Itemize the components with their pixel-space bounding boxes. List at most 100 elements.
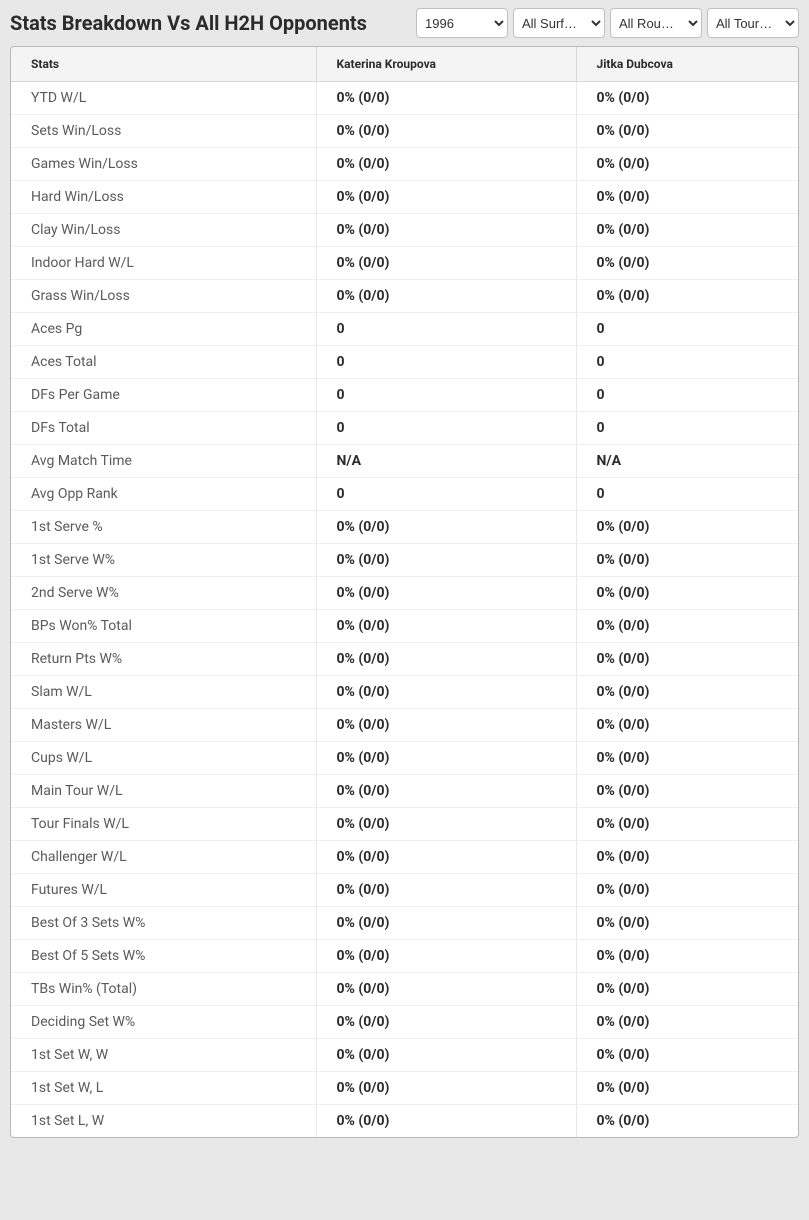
player1-value: 0% (0/0) bbox=[316, 775, 576, 808]
stat-label: Main Tour W/L bbox=[11, 775, 316, 808]
stat-label: Best Of 5 Sets W% bbox=[11, 940, 316, 973]
player1-value: 0% (0/0) bbox=[316, 82, 576, 115]
player1-value: 0% (0/0) bbox=[316, 577, 576, 610]
table-row: 1st Set L, W0% (0/0)0% (0/0) bbox=[11, 1105, 798, 1138]
table-row: Main Tour W/L0% (0/0)0% (0/0) bbox=[11, 775, 798, 808]
stat-label: Hard Win/Loss bbox=[11, 181, 316, 214]
table-row: Challenger W/L0% (0/0)0% (0/0) bbox=[11, 841, 798, 874]
stat-label: 2nd Serve W% bbox=[11, 577, 316, 610]
stat-label: 1st Set L, W bbox=[11, 1105, 316, 1138]
stat-label: BPs Won% Total bbox=[11, 610, 316, 643]
player2-value: 0 bbox=[576, 412, 798, 445]
player1-value: 0% (0/0) bbox=[316, 247, 576, 280]
player2-value: 0% (0/0) bbox=[576, 1039, 798, 1072]
table-row: Grass Win/Loss0% (0/0)0% (0/0) bbox=[11, 280, 798, 313]
player2-value: 0% (0/0) bbox=[576, 1006, 798, 1039]
header-player1: Katerina Kroupova bbox=[316, 47, 576, 82]
player2-value: 0% (0/0) bbox=[576, 115, 798, 148]
stat-label: Sets Win/Loss bbox=[11, 115, 316, 148]
filter-group: 1996 All Surf… All Rou… All Tour… bbox=[416, 8, 799, 38]
table-row: Aces Total00 bbox=[11, 346, 798, 379]
stat-label: Masters W/L bbox=[11, 709, 316, 742]
tournament-select[interactable]: All Tour… bbox=[707, 8, 799, 38]
player1-value: 0% (0/0) bbox=[316, 742, 576, 775]
player2-value: 0% (0/0) bbox=[576, 511, 798, 544]
player1-value: 0% (0/0) bbox=[316, 115, 576, 148]
player2-value: 0% (0/0) bbox=[576, 214, 798, 247]
table-row: Clay Win/Loss0% (0/0)0% (0/0) bbox=[11, 214, 798, 247]
stat-label: YTD W/L bbox=[11, 82, 316, 115]
player2-value: 0% (0/0) bbox=[576, 874, 798, 907]
table-row: Futures W/L0% (0/0)0% (0/0) bbox=[11, 874, 798, 907]
player2-value: 0% (0/0) bbox=[576, 280, 798, 313]
table-row: 1st Serve %0% (0/0)0% (0/0) bbox=[11, 511, 798, 544]
table-row: 2nd Serve W%0% (0/0)0% (0/0) bbox=[11, 577, 798, 610]
player1-value: N/A bbox=[316, 445, 576, 478]
header-player2: Jitka Dubcova bbox=[576, 47, 798, 82]
year-select[interactable]: 1996 bbox=[416, 8, 508, 38]
table-row: Tour Finals W/L0% (0/0)0% (0/0) bbox=[11, 808, 798, 841]
player1-value: 0% (0/0) bbox=[316, 676, 576, 709]
player1-value: 0 bbox=[316, 346, 576, 379]
stat-label: 1st Set W, W bbox=[11, 1039, 316, 1072]
stat-label: Best Of 3 Sets W% bbox=[11, 907, 316, 940]
player2-value: 0% (0/0) bbox=[576, 544, 798, 577]
round-select[interactable]: All Rou… bbox=[610, 8, 702, 38]
table-row: Deciding Set W%0% (0/0)0% (0/0) bbox=[11, 1006, 798, 1039]
table-body: YTD W/L0% (0/0)0% (0/0)Sets Win/Loss0% (… bbox=[11, 82, 798, 1138]
table-row: Best Of 5 Sets W%0% (0/0)0% (0/0) bbox=[11, 940, 798, 973]
stats-table: Stats Katerina Kroupova Jitka Dubcova YT… bbox=[11, 47, 798, 1137]
player2-value: 0% (0/0) bbox=[576, 742, 798, 775]
player2-value: N/A bbox=[576, 445, 798, 478]
player2-value: 0% (0/0) bbox=[576, 808, 798, 841]
stat-label: TBs Win% (Total) bbox=[11, 973, 316, 1006]
table-row: Indoor Hard W/L0% (0/0)0% (0/0) bbox=[11, 247, 798, 280]
stat-label: 1st Serve % bbox=[11, 511, 316, 544]
player1-value: 0% (0/0) bbox=[316, 214, 576, 247]
player1-value: 0% (0/0) bbox=[316, 610, 576, 643]
player2-value: 0% (0/0) bbox=[576, 181, 798, 214]
table-row: Slam W/L0% (0/0)0% (0/0) bbox=[11, 676, 798, 709]
surface-select[interactable]: All Surf… bbox=[513, 8, 605, 38]
table-row: Hard Win/Loss0% (0/0)0% (0/0) bbox=[11, 181, 798, 214]
player1-value: 0% (0/0) bbox=[316, 280, 576, 313]
player2-value: 0% (0/0) bbox=[576, 148, 798, 181]
table-row: Avg Match TimeN/AN/A bbox=[11, 445, 798, 478]
player2-value: 0 bbox=[576, 478, 798, 511]
stat-label: Challenger W/L bbox=[11, 841, 316, 874]
player2-value: 0% (0/0) bbox=[576, 82, 798, 115]
player2-value: 0% (0/0) bbox=[576, 577, 798, 610]
header-bar: Stats Breakdown Vs All H2H Opponents 199… bbox=[0, 0, 809, 46]
player1-value: 0% (0/0) bbox=[316, 808, 576, 841]
stat-label: Avg Match Time bbox=[11, 445, 316, 478]
page-title: Stats Breakdown Vs All H2H Opponents bbox=[10, 11, 367, 35]
player1-value: 0 bbox=[316, 412, 576, 445]
player2-value: 0 bbox=[576, 379, 798, 412]
table-row: Aces Pg00 bbox=[11, 313, 798, 346]
table-row: 1st Set W, W0% (0/0)0% (0/0) bbox=[11, 1039, 798, 1072]
table-row: BPs Won% Total0% (0/0)0% (0/0) bbox=[11, 610, 798, 643]
stat-label: Aces Pg bbox=[11, 313, 316, 346]
stat-label: DFs Total bbox=[11, 412, 316, 445]
table-row: Best Of 3 Sets W%0% (0/0)0% (0/0) bbox=[11, 907, 798, 940]
player1-value: 0 bbox=[316, 478, 576, 511]
player1-value: 0% (0/0) bbox=[316, 1072, 576, 1105]
table-row: Sets Win/Loss0% (0/0)0% (0/0) bbox=[11, 115, 798, 148]
player2-value: 0 bbox=[576, 346, 798, 379]
player1-value: 0 bbox=[316, 379, 576, 412]
player2-value: 0% (0/0) bbox=[576, 709, 798, 742]
player2-value: 0% (0/0) bbox=[576, 1105, 798, 1138]
table-row: 1st Set W, L0% (0/0)0% (0/0) bbox=[11, 1072, 798, 1105]
player2-value: 0% (0/0) bbox=[576, 775, 798, 808]
player1-value: 0% (0/0) bbox=[316, 1039, 576, 1072]
stat-label: Deciding Set W% bbox=[11, 1006, 316, 1039]
table-header: Stats Katerina Kroupova Jitka Dubcova bbox=[11, 47, 798, 82]
player1-value: 0% (0/0) bbox=[316, 907, 576, 940]
stat-label: Games Win/Loss bbox=[11, 148, 316, 181]
player1-value: 0 bbox=[316, 313, 576, 346]
player1-value: 0% (0/0) bbox=[316, 181, 576, 214]
table-row: 1st Serve W%0% (0/0)0% (0/0) bbox=[11, 544, 798, 577]
player2-value: 0% (0/0) bbox=[576, 973, 798, 1006]
stat-label: 1st Serve W% bbox=[11, 544, 316, 577]
player2-value: 0% (0/0) bbox=[576, 676, 798, 709]
